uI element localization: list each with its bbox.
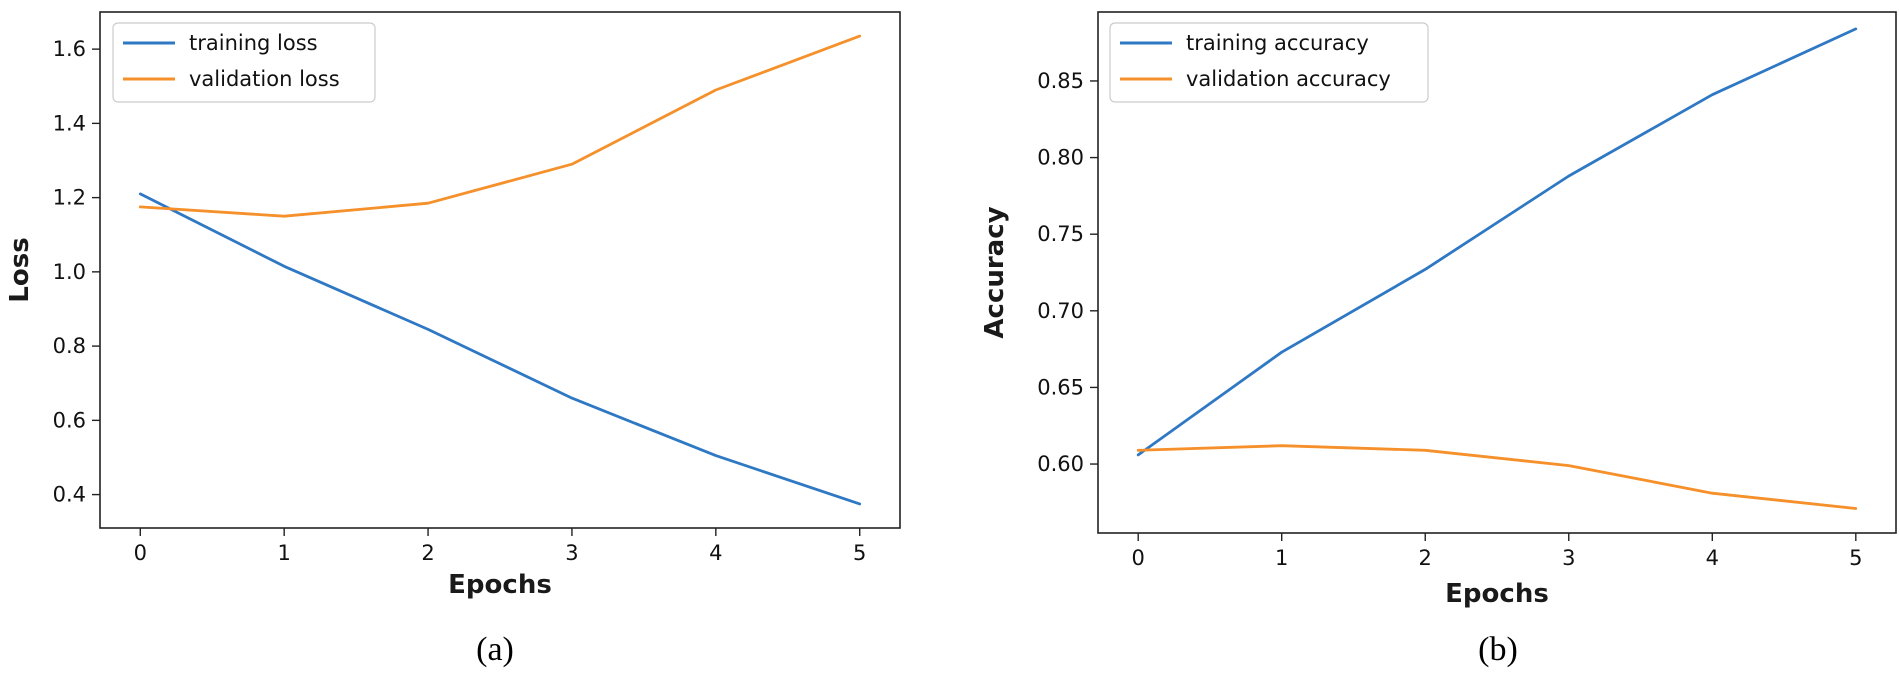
accuracy-y-tick-label: 0.65 [1037,375,1084,399]
loss-series-line-1 [138,192,862,506]
accuracy-y-tick-label: 0.85 [1037,69,1084,93]
loss-y-tick-label: 1.0 [53,260,86,284]
accuracy-x-tick-label: 0 [1131,546,1144,570]
loss-x-tick-label: 1 [277,541,290,565]
accuracy-y-tick-label: 0.60 [1037,452,1084,476]
loss-y-tick-label: 0.6 [53,408,86,432]
loss-x-tick-label: 3 [565,541,578,565]
loss-chart-panel: 0 1 2 3 4 5 0.4 0.6 0.8 1.0 1.2 1.4 1.6 training loss… [5,11,901,668]
accuracy-y-tick-label: 0.70 [1037,299,1084,323]
accuracy-series-line-2 [1136,444,1858,510]
loss-series-line-2 [138,34,862,218]
loss-x-tick-label: 0 [134,541,147,565]
loss-y-tick-label: 1.4 [53,111,86,135]
loss-plot-frame [99,11,901,529]
loss-x-tick-label: 5 [853,541,866,565]
accuracy-chart-panel: 0 1 2 3 4 5 0.60 0.65 0.70 0.75 0.80 0.85 training a… [980,11,1897,668]
loss-caption: (a) [476,631,514,668]
accuracy-y-axis-label: Accuracy [980,206,1010,338]
accuracy-y-tick-label: 0.80 [1037,146,1084,170]
accuracy-x-tick-label: 5 [1849,546,1862,570]
accuracy-legend-box [1109,22,1429,103]
accuracy-y-tick-label: 0.75 [1037,222,1084,246]
accuracy-x-tick-label: 1 [1275,546,1288,570]
loss-y-axis-label: Loss [5,237,35,302]
loss-x-axis-label: Epochs [448,570,552,600]
accuracy-caption: (b) [1478,631,1518,668]
accuracy-legend-label: validation accuracy [1186,67,1391,91]
loss-x-tick-label: 2 [421,541,434,565]
accuracy-x-tick-label: 2 [1419,546,1432,570]
accuracy-x-tick-label: 4 [1706,546,1719,570]
accuracy-series-line-1 [1136,27,1858,457]
loss-y-tick-label: 0.8 [53,334,86,358]
loss-legend-label: validation loss [189,67,340,91]
accuracy-legend-label: training accuracy [1186,31,1369,55]
accuracy-x-tick-label: 3 [1562,546,1575,570]
loss-y-tick-label: 1.6 [53,37,86,61]
loss-legend-label: training loss [189,31,318,55]
loss-x-tick-label: 4 [709,541,722,565]
accuracy-plot-frame [1097,11,1897,534]
loss-y-tick-label: 1.2 [53,186,86,210]
loss-y-tick-label: 0.4 [53,483,86,507]
accuracy-x-axis-label: Epochs [1445,579,1549,609]
loss-legend-box [112,22,376,103]
